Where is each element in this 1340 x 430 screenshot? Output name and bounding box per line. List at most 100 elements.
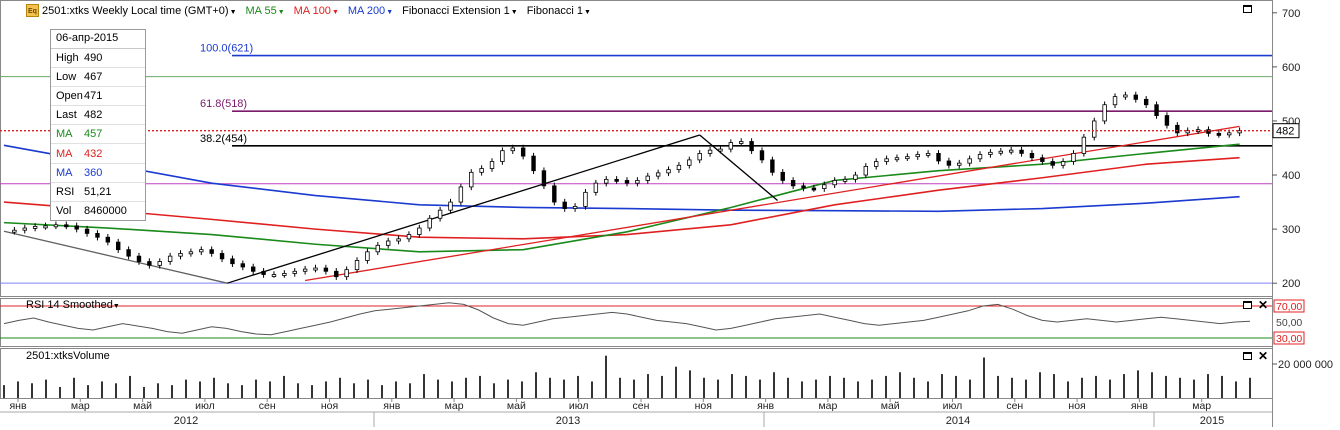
- caret-down-icon[interactable]: ▼: [386, 8, 394, 16]
- trendline: [227, 134, 700, 284]
- equity-icon[interactable]: Eq: [26, 4, 39, 17]
- candle-body: [1102, 104, 1107, 122]
- candle-body: [116, 241, 121, 251]
- candle-body: [572, 205, 578, 209]
- x-year-label: 2014: [946, 415, 970, 427]
- candle-body: [510, 147, 515, 152]
- info-value: 8460000: [84, 204, 127, 217]
- candle-body: [365, 251, 370, 261]
- x-month-label: мар: [71, 400, 90, 412]
- volume-panel-title: 2501:xtksVolume: [26, 350, 110, 362]
- info-rows: High 490 Low 467 Open 471 Last 482 MA 457 MA 432 MA 3…: [51, 49, 145, 220]
- x-month-label: ноя: [695, 400, 712, 412]
- caret-down-icon[interactable]: ▼: [331, 8, 339, 16]
- candle-body: [853, 174, 858, 180]
- x-month-label: май: [133, 400, 152, 412]
- candle-body: [811, 187, 817, 191]
- fib-legend[interactable]: Fibonacci 1▼: [526, 4, 591, 17]
- candle-body: [1029, 153, 1035, 159]
- last-price-label: 482: [1276, 126, 1294, 138]
- candle-body: [884, 158, 889, 162]
- candle-body: [1164, 115, 1170, 126]
- candle-body: [624, 180, 630, 184]
- x-month-label: сен: [1006, 400, 1023, 412]
- candle-body: [1019, 149, 1024, 154]
- info-row: Last 482: [51, 106, 145, 126]
- caret-down-icon[interactable]: ▼: [229, 8, 237, 16]
- candle-body: [915, 154, 920, 158]
- candle-body: [531, 155, 536, 172]
- x-month-label: мар: [445, 400, 464, 412]
- info-key: Vol: [56, 204, 72, 217]
- candle-body: [313, 267, 318, 271]
- candle-body: [74, 225, 79, 230]
- candle-body: [1071, 153, 1076, 162]
- candle-body: [1081, 136, 1087, 154]
- rsi-level-box: [1273, 331, 1305, 345]
- candle-body: [977, 154, 983, 160]
- candle-body: [801, 185, 806, 189]
- fib-level-label: 61.8(518): [200, 98, 247, 110]
- x-month-label: ноя: [1068, 400, 1085, 412]
- info-key: MA: [56, 166, 73, 179]
- candle-body: [822, 184, 827, 189]
- candle-body: [998, 150, 1003, 154]
- x-month-label: июл: [943, 400, 963, 412]
- candle-body: [448, 201, 453, 211]
- ma55-legend[interactable]: MA 55▼: [245, 4, 285, 17]
- candle-body: [12, 229, 17, 233]
- candle-body: [790, 180, 796, 187]
- x-month-label: янв: [383, 400, 400, 412]
- candle-body: [157, 261, 162, 266]
- info-row: High 490: [51, 49, 145, 69]
- x-month-label: янв: [757, 400, 774, 412]
- candle-body: [874, 161, 879, 167]
- info-value: 490: [84, 52, 103, 65]
- candle-body: [936, 153, 941, 162]
- info-value: 467: [84, 71, 103, 84]
- ma100-legend[interactable]: MA 100▼: [293, 4, 339, 17]
- maximize-main-icon[interactable]: [1243, 5, 1252, 13]
- caret-down-icon[interactable]: ▼: [112, 303, 120, 310]
- candle-body: [655, 172, 661, 177]
- candle-body: [1227, 132, 1232, 136]
- trendline: [699, 134, 778, 201]
- candle-body: [240, 263, 246, 268]
- caret-down-icon[interactable]: ▼: [277, 8, 285, 16]
- candle-body: [302, 268, 308, 272]
- x-month-label: май: [507, 400, 526, 412]
- candle-body: [614, 178, 619, 182]
- candle-body: [344, 269, 349, 278]
- candle-body: [780, 171, 785, 181]
- candle-body: [282, 273, 287, 276]
- candle-body: [136, 255, 142, 262]
- candle-body: [84, 228, 90, 234]
- candle-body: [167, 255, 173, 262]
- info-row: MA 432: [51, 144, 145, 164]
- candle-body: [43, 225, 48, 229]
- y-tick-label: 700: [1282, 8, 1300, 20]
- ma200-legend[interactable]: MA 200▼: [347, 4, 394, 17]
- info-key: Open: [56, 90, 83, 103]
- symbol-label[interactable]: 2501:xtks Weekly Local time (GMT+0)▼: [42, 4, 237, 17]
- maximize-rsi-icon[interactable]: [1243, 301, 1252, 309]
- close-rsi-icon[interactable]: ✕: [1258, 298, 1269, 312]
- candle-body: [427, 217, 432, 229]
- caret-down-icon[interactable]: ▼: [583, 8, 591, 16]
- fib-extension-legend[interactable]: Fibonacci Extension 1▼: [402, 4, 518, 17]
- rsi-panel-title[interactable]: RSI 14 Smoothed▼: [26, 299, 120, 311]
- candle-body: [552, 185, 557, 203]
- fib-level-label: 100.0(621): [200, 43, 253, 55]
- candle-body: [489, 161, 495, 169]
- rsi-level-label: 50,00: [1276, 317, 1302, 329]
- caret-down-icon[interactable]: ▼: [510, 8, 518, 16]
- candle-body: [1143, 98, 1149, 106]
- candle-body: [1008, 149, 1014, 153]
- maximize-volume-icon[interactable]: [1243, 352, 1252, 360]
- rsi-level-box: [1273, 299, 1305, 313]
- candle-body: [209, 249, 214, 254]
- close-volume-icon[interactable]: ✕: [1258, 349, 1269, 363]
- chart-legend: Eq 2501:xtks Weekly Local time (GMT+0)▼ …: [26, 3, 600, 18]
